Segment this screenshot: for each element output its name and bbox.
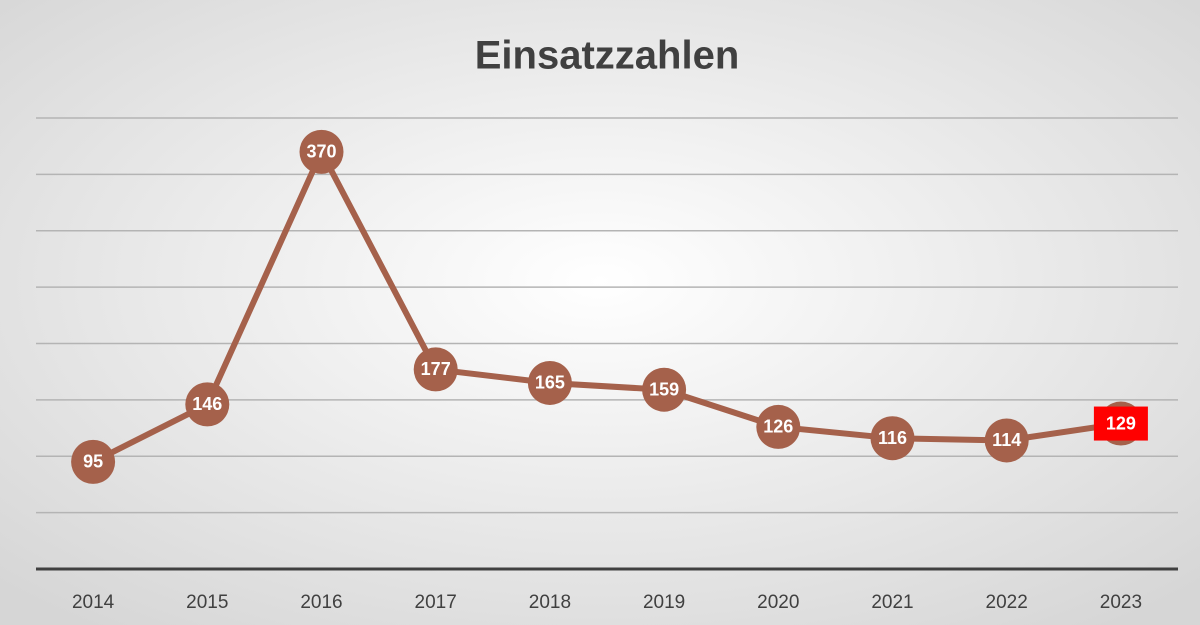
marker <box>870 416 915 461</box>
chart-title: Einsatzzahlen <box>475 34 740 78</box>
x-tick-label: 2017 <box>415 592 457 613</box>
x-tick-label: 2018 <box>529 592 571 613</box>
x-tick-label: 2023 <box>1100 592 1142 613</box>
line <box>91 148 1122 465</box>
marker <box>642 367 687 412</box>
x-tick-label: 2019 <box>643 592 685 613</box>
x-tick-label: 2021 <box>871 592 913 613</box>
marker <box>984 418 1029 463</box>
data-label: 159 <box>649 379 679 399</box>
x-tick-label: 2015 <box>186 592 228 613</box>
data-label: 95 <box>83 452 103 472</box>
data-label: 129 <box>1106 413 1136 433</box>
data-label: 146 <box>192 394 222 414</box>
data-label: 165 <box>535 373 565 393</box>
data-label: 177 <box>421 359 451 379</box>
data-label: 126 <box>763 417 793 437</box>
x-tick-label: 2014 <box>72 592 115 613</box>
label-highlight <box>1093 406 1148 441</box>
marker <box>185 382 230 427</box>
marker <box>527 360 572 405</box>
marker <box>756 404 801 449</box>
marker <box>413 347 458 392</box>
x-tick-label: 2022 <box>986 592 1028 613</box>
data-label: 114 <box>992 430 1021 450</box>
data-label: 116 <box>878 428 907 448</box>
x-tick-label: 2016 <box>300 592 342 613</box>
data-label: 370 <box>306 142 336 162</box>
marker <box>299 129 344 174</box>
x-tick-label: 2020 <box>757 592 799 613</box>
marker <box>71 439 116 484</box>
